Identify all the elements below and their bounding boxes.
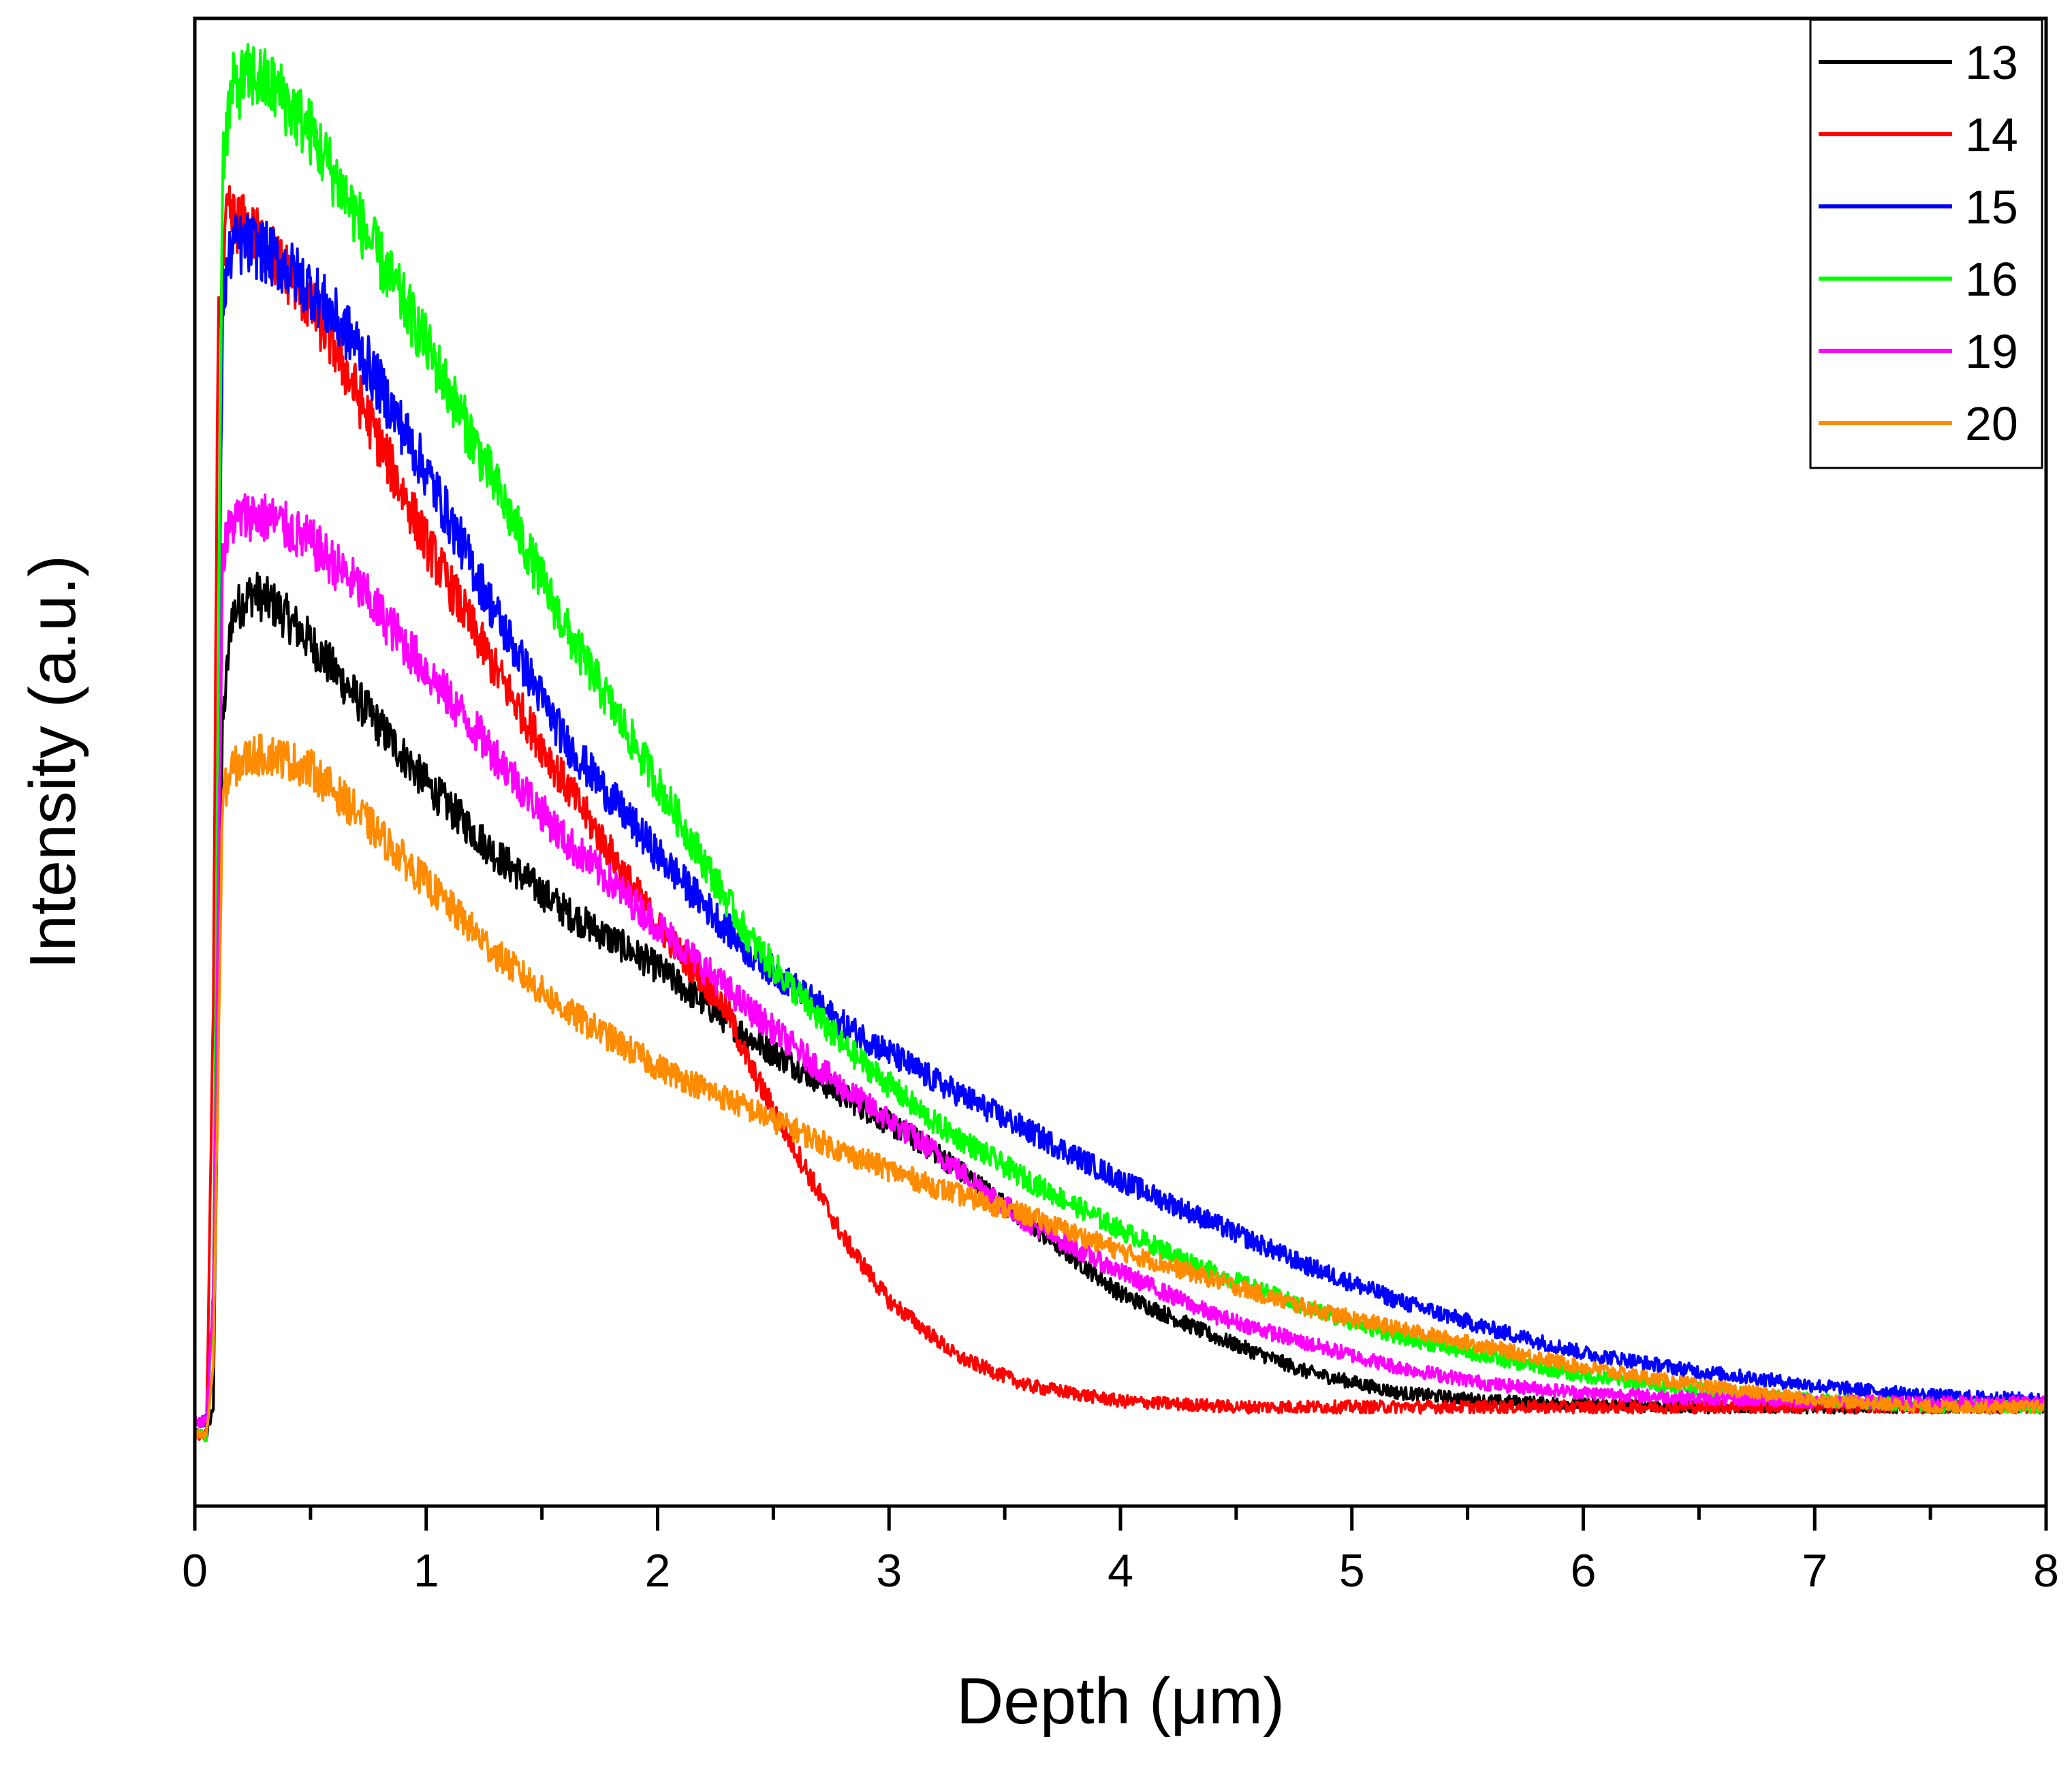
legend-label-20: 20 (1965, 397, 2018, 450)
x-tick-label: 1 (413, 1545, 439, 1597)
legend-label-16: 16 (1965, 253, 2018, 306)
x-tick-label: 3 (876, 1545, 902, 1597)
series-layer (193, 43, 2047, 1443)
legend-label-15: 15 (1965, 181, 2018, 234)
plot-frame (193, 16, 2048, 1508)
legend-box (1809, 18, 2043, 469)
series-line-19 (193, 493, 2047, 1428)
series-line-13 (193, 572, 2047, 1441)
legend-label-19: 19 (1965, 325, 2018, 378)
x-axis: 0 1 2 3 4 5 6 7 8 (182, 1506, 2059, 1597)
series-line-20 (193, 733, 2047, 1439)
series-line-14 (193, 185, 2047, 1441)
x-tick-label: 2 (645, 1545, 671, 1597)
legend-label-14: 14 (1965, 108, 2018, 161)
legend-label-13: 13 (1965, 36, 2018, 89)
x-tick-label: 6 (1571, 1545, 1597, 1597)
y-axis-title: Intensity (a.u.) (16, 555, 89, 969)
x-tick-label: 8 (2033, 1545, 2059, 1597)
x-tick-label: 4 (1108, 1545, 1133, 1597)
x-axis-title: Depth (μm) (956, 1665, 1285, 1738)
series-line-15 (193, 214, 2047, 1428)
x-tick-label: 0 (182, 1545, 208, 1597)
x-tick-label: 5 (1339, 1545, 1365, 1597)
x-tick-label: 7 (1802, 1545, 1827, 1597)
legend: 13 14 15 16 19 20 (1809, 18, 2043, 469)
